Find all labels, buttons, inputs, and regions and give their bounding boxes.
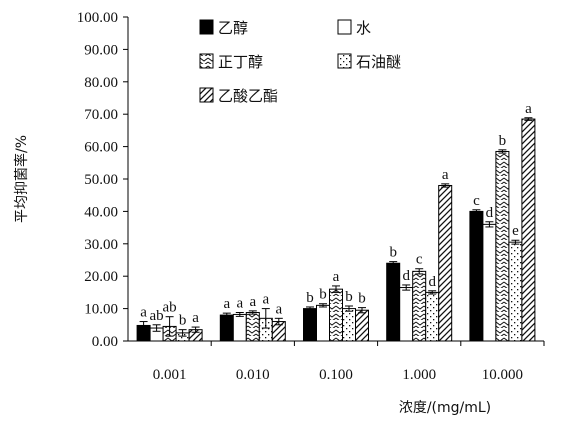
bar	[342, 308, 356, 342]
significance-label: ab	[150, 308, 164, 324]
significance-label: c	[416, 252, 423, 268]
x-tick-label: 0.100	[319, 367, 353, 383]
bar	[425, 291, 440, 342]
y-tick-label: 0.00	[92, 334, 118, 350]
x-tick-label: 10.000	[482, 367, 523, 383]
y-tick-label: 20.00	[84, 269, 118, 285]
x-axis: 0.001 0.010 0.100 1.000 10.000	[128, 340, 545, 383]
bar	[329, 288, 343, 342]
significance-label: a	[275, 301, 282, 317]
bar	[438, 184, 453, 342]
significance-label: a	[249, 294, 256, 310]
significance-label: a	[442, 167, 449, 183]
significance-label: d	[486, 205, 494, 221]
bar	[412, 270, 427, 342]
legend-label: 乙酸乙酯	[218, 87, 278, 105]
significance-label: e	[512, 223, 519, 239]
x-tick-label: 1.000	[402, 367, 436, 383]
y-axis-title: 平均抑菌率/%	[13, 135, 30, 223]
y-tick-label: 40.00	[84, 204, 118, 220]
significance-label: a	[223, 296, 230, 312]
bar	[303, 308, 317, 342]
legend-swatch	[199, 53, 214, 69]
bar	[316, 304, 330, 342]
y-tick-label: 10.00	[84, 302, 118, 318]
x-tick-label: 0.001	[153, 367, 187, 383]
y-tick-label: 100.00	[77, 10, 118, 26]
bar	[482, 223, 497, 342]
y-axis: 0.00 10.00 20.00 30.00 40.00 50.00 60.00 70.00 8…	[77, 10, 129, 350]
significance-label: b	[345, 289, 353, 305]
legend-label: 石油醚	[356, 53, 401, 71]
significance-label: b	[306, 290, 314, 306]
y-tick-label: 50.00	[84, 172, 118, 188]
significance-label: d	[428, 274, 436, 290]
bar	[245, 311, 260, 342]
y-tick-label: 90.00	[84, 42, 118, 58]
significance-label: a	[236, 295, 243, 311]
y-tick-label: 70.00	[84, 107, 118, 123]
significance-label: a	[333, 269, 340, 285]
bar	[469, 210, 484, 342]
x-axis-title: 浓度/(mg/mL)	[399, 400, 491, 416]
bar	[355, 309, 369, 342]
significance-label: a	[262, 292, 269, 308]
significance-label: a	[525, 101, 532, 117]
bar	[508, 241, 523, 342]
legend-label: 水	[356, 19, 371, 37]
legend-swatch	[337, 53, 352, 69]
bar	[219, 314, 234, 342]
bar	[386, 262, 401, 342]
x-tick-label: 0.010	[236, 367, 270, 383]
y-tick-label: 30.00	[84, 237, 118, 253]
bar	[495, 150, 510, 342]
legend-swatch	[337, 19, 352, 35]
significance-label: a	[140, 305, 147, 321]
legend-swatch	[199, 87, 214, 103]
bar	[232, 313, 247, 342]
significance-label: b	[319, 287, 327, 303]
significance-label: d	[402, 268, 410, 284]
legend-swatch	[199, 19, 214, 35]
significance-label: b	[179, 313, 187, 329]
significance-label: b	[358, 291, 366, 307]
legend-label: 正丁醇	[218, 53, 263, 71]
bar	[521, 118, 536, 342]
significance-label: b	[499, 133, 507, 149]
significance-label: b	[389, 245, 397, 261]
y-tick-label: 60.00	[84, 140, 118, 156]
significance-label: a	[192, 310, 199, 326]
bar	[399, 287, 414, 342]
significance-label: ab	[163, 300, 177, 316]
significance-label: c	[473, 193, 480, 209]
legend-label: 乙醇	[218, 19, 248, 37]
y-tick-label: 80.00	[84, 75, 118, 91]
